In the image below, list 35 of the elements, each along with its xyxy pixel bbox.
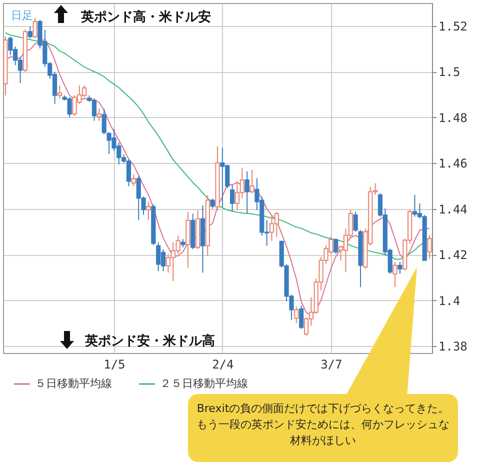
line-series <box>4 32 430 260</box>
y-tick-label: 1.48 <box>438 110 468 125</box>
candlestick <box>353 211 358 232</box>
annotation: 英ポンド安・米ドル高 <box>84 333 215 349</box>
candlestick <box>210 198 215 210</box>
y-tick-label: 1.44 <box>438 202 468 216</box>
y-tick-label: 1.42 <box>438 248 468 262</box>
candlestick <box>28 26 32 39</box>
y-tick-label: 1.46 <box>438 156 468 171</box>
candlestick <box>96 108 102 122</box>
candlestick <box>32 18 38 39</box>
x-tick-label: 3/7 <box>320 358 342 372</box>
candlestick <box>146 201 151 221</box>
legend-label: ５日移動平均線 <box>35 377 112 390</box>
candlestick <box>294 306 299 324</box>
x-tick-label: 1/5 <box>104 358 126 372</box>
candlestick <box>427 234 432 260</box>
annotation: 英ポンド高・米ドル安 <box>80 9 211 25</box>
candlestick <box>334 238 338 254</box>
candlestick <box>398 261 402 274</box>
candlestick <box>131 174 136 187</box>
candlestick <box>57 84 62 100</box>
legend-label: ２５日移動平均線 <box>160 377 248 390</box>
x-tick-label: 2/4 <box>212 358 234 372</box>
y-tick-label: 1.38 <box>438 340 468 354</box>
candlestick <box>102 108 106 135</box>
candlestick <box>250 169 254 194</box>
candlestick <box>299 305 304 330</box>
y-tick-label: 1.4 <box>438 294 460 308</box>
annotation: 日足 <box>11 9 33 22</box>
candlestick <box>244 170 250 214</box>
y-tick-label: 1.52 <box>438 19 468 34</box>
candlestick <box>230 184 235 212</box>
y-tick-label: 1.5 <box>438 65 460 80</box>
candlestick <box>392 261 398 288</box>
